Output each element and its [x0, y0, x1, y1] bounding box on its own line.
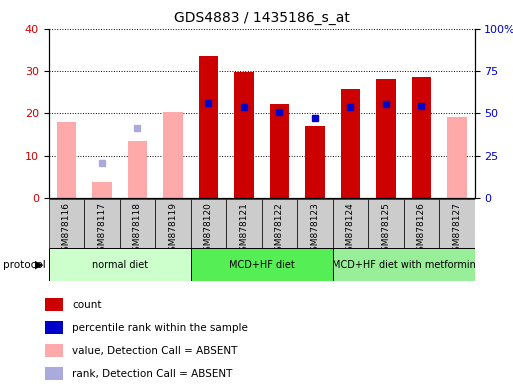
- Text: GSM878122: GSM878122: [275, 202, 284, 257]
- Bar: [92, 182, 112, 198]
- Bar: [45, 321, 63, 334]
- Text: value, Detection Call = ABSENT: value, Detection Call = ABSENT: [72, 346, 238, 356]
- Bar: [305, 126, 325, 198]
- Bar: [411, 76, 431, 198]
- Text: GSM878119: GSM878119: [168, 202, 177, 257]
- Title: GDS4883 / 1435186_s_at: GDS4883 / 1435186_s_at: [174, 11, 349, 25]
- Text: protocol: protocol: [3, 260, 45, 270]
- Text: ▶: ▶: [35, 260, 44, 270]
- Bar: [341, 89, 360, 198]
- Text: GSM878117: GSM878117: [97, 202, 107, 257]
- Bar: [270, 104, 289, 198]
- Bar: [191, 199, 226, 248]
- Bar: [199, 56, 218, 198]
- Bar: [155, 199, 191, 248]
- Bar: [45, 344, 63, 357]
- Text: GSM878116: GSM878116: [62, 202, 71, 257]
- Bar: [376, 79, 396, 198]
- Bar: [297, 199, 332, 248]
- Text: GSM878118: GSM878118: [133, 202, 142, 257]
- Bar: [163, 113, 183, 198]
- Text: GSM878121: GSM878121: [240, 202, 248, 257]
- Bar: [332, 199, 368, 248]
- Text: rank, Detection Call = ABSENT: rank, Detection Call = ABSENT: [72, 369, 232, 379]
- Bar: [49, 248, 191, 281]
- Text: percentile rank within the sample: percentile rank within the sample: [72, 323, 248, 333]
- Bar: [368, 199, 404, 248]
- Bar: [234, 72, 253, 198]
- Bar: [332, 248, 475, 281]
- Bar: [49, 199, 84, 248]
- Text: GSM878120: GSM878120: [204, 202, 213, 257]
- Bar: [439, 199, 475, 248]
- Bar: [128, 141, 147, 198]
- Bar: [45, 298, 63, 311]
- Bar: [191, 248, 332, 281]
- Bar: [404, 199, 439, 248]
- Bar: [120, 199, 155, 248]
- Text: GSM878126: GSM878126: [417, 202, 426, 257]
- Text: count: count: [72, 300, 102, 310]
- Text: GSM878124: GSM878124: [346, 202, 355, 257]
- Bar: [45, 367, 63, 380]
- Bar: [57, 122, 76, 198]
- Bar: [262, 199, 297, 248]
- Bar: [226, 199, 262, 248]
- Text: normal diet: normal diet: [92, 260, 148, 270]
- Bar: [84, 199, 120, 248]
- Bar: [447, 117, 466, 198]
- Text: MCD+HF diet with metformin: MCD+HF diet with metformin: [331, 260, 476, 270]
- Text: GSM878127: GSM878127: [452, 202, 461, 257]
- Text: GSM878123: GSM878123: [310, 202, 320, 257]
- Text: MCD+HF diet: MCD+HF diet: [229, 260, 294, 270]
- Text: GSM878125: GSM878125: [381, 202, 390, 257]
